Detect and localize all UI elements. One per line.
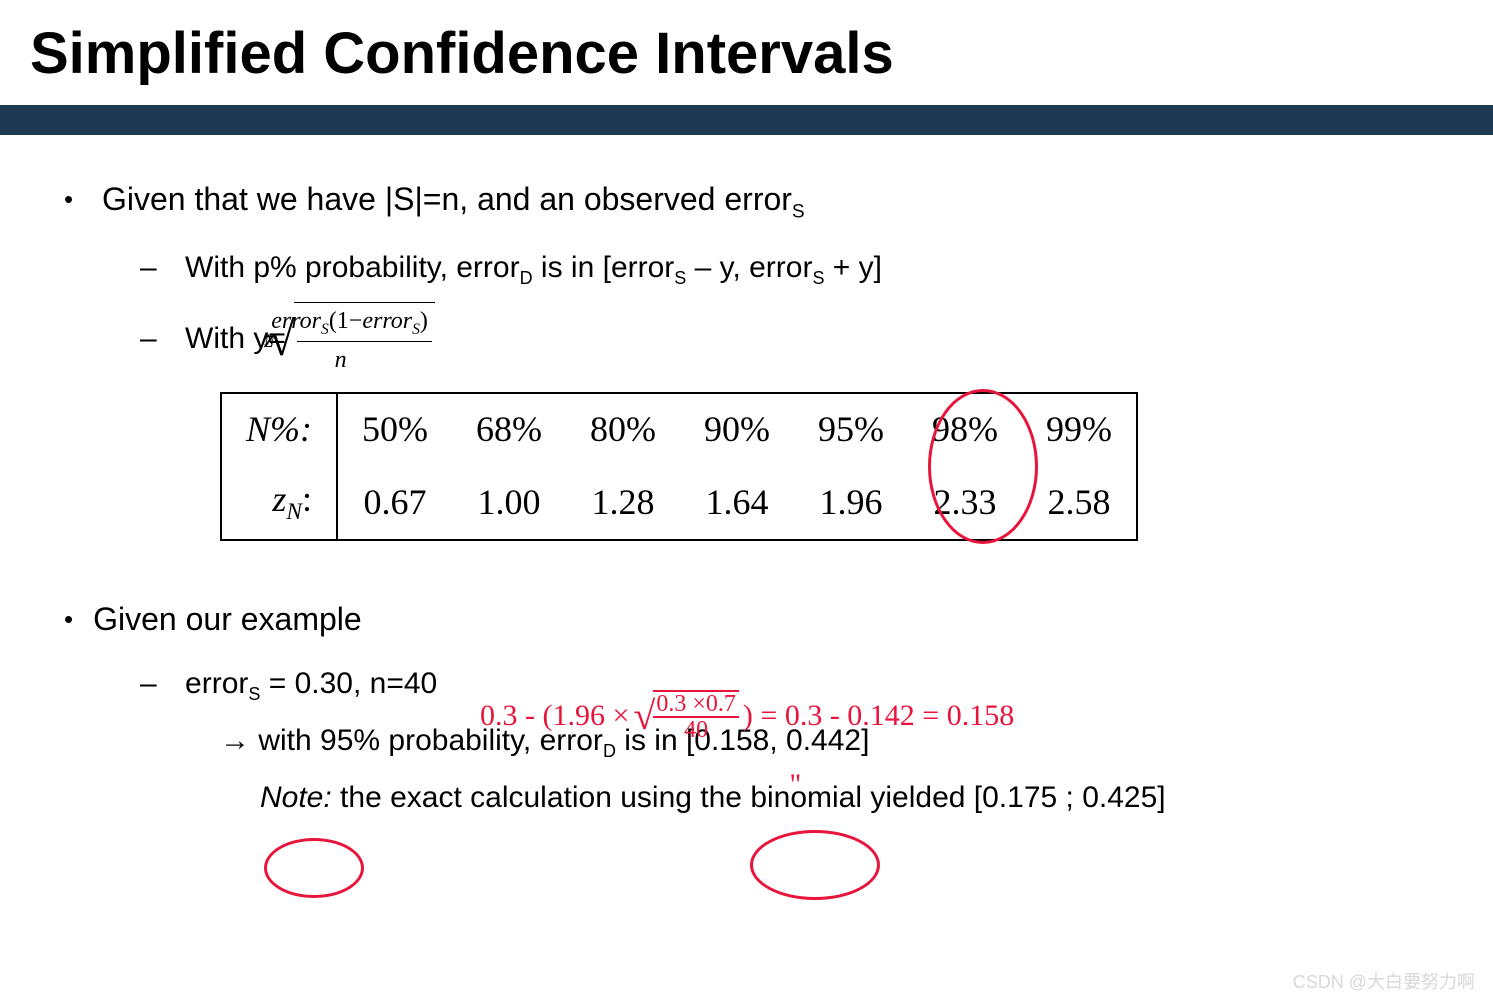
sub1a-pre: With p% probability, error (185, 251, 520, 284)
zlabelsub: N (286, 500, 302, 526)
formula-fraction: errorS(1−errorS) n (294, 302, 435, 378)
ztable-row-n: N%: 50% 68% 80% 90% 95% 98% 99% (221, 393, 1137, 464)
note-label: Note: (260, 781, 332, 814)
ztable-z-label: zN: (221, 464, 337, 539)
one: (1− (329, 308, 363, 334)
sub-bullet-2b: → with 95% probability, errorD is in [0.… (40, 718, 1453, 765)
ztable-n-2: 80% (566, 393, 680, 464)
watermark: CSDN @大白要努力啊 (1293, 968, 1475, 994)
sub1a-mid2: – y, error (686, 251, 812, 284)
ztable-n-1: 68% (452, 393, 566, 464)
frac-denom: n (361, 342, 369, 378)
ztable-n-5: 98% (908, 393, 1022, 464)
err2sub: S (412, 321, 420, 338)
note-line: Note: the exact calculation using the bi… (40, 775, 1453, 820)
sub2b-pre: → with 95% probability, error (220, 724, 603, 757)
sub1a-mid: is in [error (533, 251, 675, 284)
ztable-n-3: 90% (680, 393, 794, 464)
frac-numerator: errorS(1−errorS) (297, 303, 432, 342)
annotation-circle-95prob (264, 838, 364, 898)
bullet-1: Given that we have |S|=n, and an observe… (40, 175, 1453, 227)
ztable-row-z: zN: 0.67 1.00 1.28 1.64 1.96 2.33 2.58 (221, 464, 1137, 539)
bullet1-text: Given that we have |S|=n, and an observe… (102, 181, 792, 217)
sub2b-d: D (603, 741, 616, 761)
ztable-z-0: 0.67 (337, 464, 452, 539)
ztable-n-label: N%: (221, 393, 337, 464)
bullet1-sub: S (792, 201, 805, 222)
sub-bullet-2a: errorS = 0.30, n=40 (40, 661, 1453, 708)
ztable-z-4: 1.96 (794, 464, 908, 539)
ztable-n-6: 99% (1022, 393, 1137, 464)
zlabelcolon: : (302, 479, 312, 519)
slide-body: Given that we have |S|=n, and an observe… (0, 135, 1493, 820)
sub1a-s1: S (674, 268, 686, 288)
sub2a-pre: error (185, 667, 248, 700)
err1sub: S (321, 321, 329, 338)
sub2a-end: = 0.30, n=40 (260, 667, 437, 700)
sub2a-s: S (248, 684, 260, 704)
sub1a-s2: S (812, 268, 824, 288)
err1: error (271, 308, 321, 334)
ztable-z-6: 2.58 (1022, 464, 1137, 539)
sub-bullet-1a: With p% probability, errorD is in [error… (40, 245, 1453, 292)
header-bar (0, 105, 1493, 135)
sub1a-d: D (520, 268, 533, 288)
slide-title: Simplified Confidence Intervals (0, 0, 1493, 105)
zlabel: z (272, 479, 286, 519)
ztable-z-2: 1.28 (566, 464, 680, 539)
close: ) (420, 308, 428, 334)
annotation-circle-0158 (750, 830, 880, 900)
note-text: the exact calculation using the binomial… (332, 781, 1166, 814)
ztable-n-0: 50% (337, 393, 452, 464)
err2: error (362, 308, 412, 334)
ztable-z-5: 2.33 (908, 464, 1022, 539)
formula-sqrt: √ errorS(1−errorS) n (298, 302, 435, 378)
sub2b-end: is in [0.158, 0.442] (616, 724, 870, 757)
formula-y: zN· √ errorS(1−errorS) n (294, 302, 435, 378)
ztable-n-4: 95% (794, 393, 908, 464)
ztable-z-1: 1.00 (452, 464, 566, 539)
ztable-z-3: 1.64 (680, 464, 794, 539)
sub1a-end: + y] (824, 251, 882, 284)
z-table: N%: 50% 68% 80% 90% 95% 98% 99% zN: 0.67… (220, 392, 1138, 540)
sub-bullet-1b: With y= zN· √ errorS(1−errorS) n (40, 302, 1453, 378)
bullet-2: Given our example (40, 595, 1453, 643)
